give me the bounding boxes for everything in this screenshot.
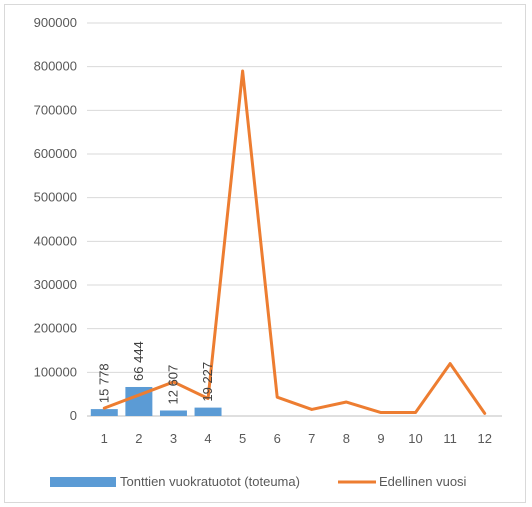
y-tick-label: 0 [70, 408, 77, 423]
x-axis-tick-labels: 1 2 3 4 5 6 7 8 9 10 11 12 [101, 431, 492, 446]
y-tick-label: 100000 [34, 364, 77, 379]
x-tick-label: 1 [101, 431, 108, 446]
x-tick-label: 12 [477, 431, 491, 446]
y-tick-label: 600000 [34, 146, 77, 161]
y-axis-tick-labels: 0 100000 200000 300000 400000 500000 600000 700… [34, 15, 77, 423]
bar-data-labels: 15 778 66 444 12 607 19 227 [96, 341, 215, 404]
y-tick-label: 400000 [34, 233, 77, 248]
x-tick-label: 2 [135, 431, 142, 446]
bar-data-label: 15 778 [96, 363, 111, 403]
legend-label-bars: Tonttien vuokratuotot (toteuma) [120, 474, 300, 489]
y-tick-label: 200000 [34, 321, 77, 336]
legend: Tonttien vuokratuotot (toteuma) Edellinen… [50, 474, 467, 489]
x-tick-label: 3 [170, 431, 177, 446]
bar-data-label: 19 227 [200, 362, 215, 402]
line-series [102, 69, 487, 415]
gridlines [87, 22, 502, 417]
x-tick-label: 11 [443, 431, 457, 446]
y-tick-label: 900000 [34, 15, 77, 30]
x-tick-label: 5 [239, 431, 246, 446]
x-tick-label: 9 [377, 431, 384, 446]
x-tick-label: 8 [343, 431, 350, 446]
y-tick-label: 300000 [34, 277, 77, 292]
y-tick-label: 700000 [34, 102, 77, 117]
line-series-path [102, 69, 487, 415]
bar [159, 410, 187, 416]
legend-label-line: Edellinen vuosi [379, 474, 467, 489]
combo-chart: 0 100000 200000 300000 400000 500000 600000 700… [34, 15, 502, 489]
legend-swatch-bars [50, 477, 116, 487]
chart-frame: 0 100000 200000 300000 400000 500000 600000 700… [4, 4, 526, 503]
x-tick-label: 6 [274, 431, 281, 446]
bar-data-label: 12 607 [165, 365, 180, 405]
bar-data-label: 66 444 [131, 341, 146, 381]
y-tick-label: 800000 [34, 59, 77, 74]
bar [194, 407, 222, 416]
x-tick-label: 10 [408, 431, 422, 446]
x-tick-label: 4 [204, 431, 211, 446]
x-tick-label: 7 [308, 431, 315, 446]
y-tick-label: 500000 [34, 190, 77, 205]
bar [90, 409, 118, 416]
